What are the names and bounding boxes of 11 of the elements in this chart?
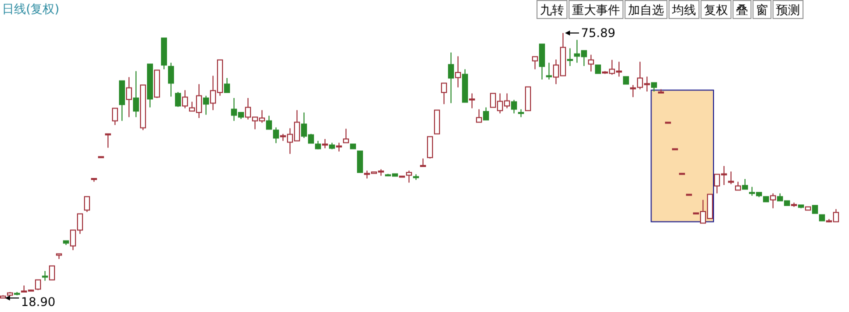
text: 九转 <box>540 3 564 17</box>
text: 复权 <box>704 3 728 17</box>
chart-title: 日线(复权) <box>2 2 60 16</box>
annotation: 75.89 <box>581 26 616 40</box>
text: 叠 <box>736 3 748 17</box>
text: 均线 <box>671 3 696 17</box>
text: 预测 <box>776 3 800 17</box>
text: 窗 <box>756 3 768 17</box>
text: 重大事件 <box>572 3 620 17</box>
annotation: 18.90 <box>21 295 56 309</box>
text: 加自选 <box>628 3 664 17</box>
